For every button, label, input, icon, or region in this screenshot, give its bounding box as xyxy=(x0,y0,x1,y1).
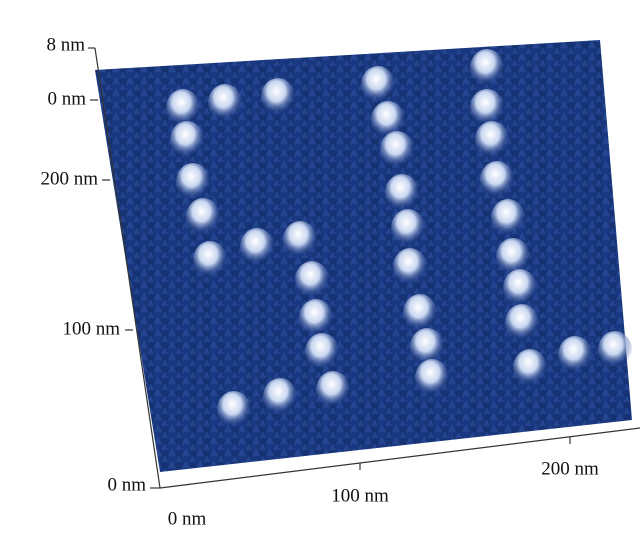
dot xyxy=(240,228,274,266)
dot xyxy=(380,131,414,169)
y-label: 200 nm xyxy=(40,168,98,189)
dot xyxy=(513,349,547,387)
x-origin-label: 0 nm xyxy=(168,508,207,529)
dot xyxy=(166,89,200,127)
dot xyxy=(263,378,297,416)
dot xyxy=(403,294,437,332)
dot xyxy=(475,121,509,159)
dot xyxy=(305,333,339,371)
dot xyxy=(170,121,204,159)
dot xyxy=(393,248,427,286)
dot xyxy=(295,261,329,299)
dot xyxy=(208,84,242,122)
z-top-label: 8 nm xyxy=(46,34,85,55)
dot xyxy=(391,209,425,247)
dot xyxy=(470,89,504,127)
dot xyxy=(470,49,504,87)
dot xyxy=(505,304,539,342)
dot xyxy=(193,241,227,279)
dot xyxy=(176,163,210,201)
dot xyxy=(316,371,350,409)
afm-figure: 8 nm 0 nm 200 nm 100 nm 0 nm 100 nm 200 … xyxy=(0,0,642,531)
y-origin-label: 0 nm xyxy=(107,474,146,495)
z-bottom-label: 0 nm xyxy=(47,88,86,109)
dot xyxy=(503,269,537,307)
dot xyxy=(415,359,449,397)
dot xyxy=(361,66,395,104)
dot xyxy=(217,391,251,429)
dot xyxy=(299,299,333,337)
x-label: 100 nm xyxy=(331,485,389,506)
dot xyxy=(261,78,295,116)
y-label: 100 nm xyxy=(62,318,120,339)
dot xyxy=(186,198,220,236)
dot xyxy=(385,174,419,212)
dot xyxy=(283,221,317,259)
x-label: 200 nm xyxy=(541,458,599,479)
dot xyxy=(598,331,632,369)
dot xyxy=(480,161,514,199)
dot xyxy=(491,199,525,237)
dot xyxy=(558,336,592,374)
